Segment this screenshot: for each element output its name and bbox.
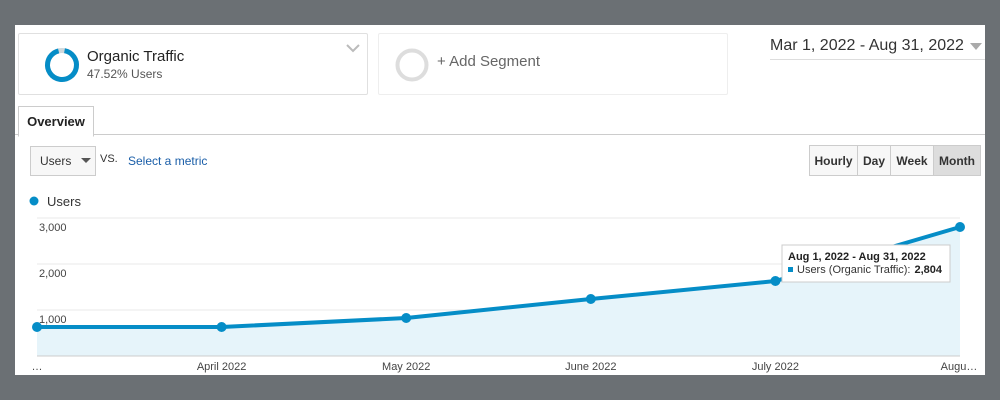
metric-text: Users [40,154,72,168]
x-tick-label: July 2022 [752,361,799,373]
legend-label: Users [47,194,81,209]
x-tick-label: June 2022 [565,361,616,373]
add-segment: + Add Segment [437,53,540,70]
point [401,313,412,324]
granularity-button[interactable]: Week [891,145,934,176]
tooltip-box [781,244,951,283]
segment-name: Organic Traffic [87,48,185,65]
tooltip-label: Users (Organic Traffic): [797,264,911,276]
area [37,227,960,356]
y-tick-label: 1,000 [39,314,67,326]
tooltip-value: 2,804 [915,264,943,276]
add-segment-ring [395,48,429,82]
point [955,222,965,233]
metric-dropdown[interactable]: Users [30,146,96,176]
vs-label: VS. [100,153,118,165]
granularity-group: Hourly Day Week Month [809,145,981,176]
tab-rule [15,134,985,135]
x-tick-label: … [32,361,43,373]
legend-dot [29,196,39,206]
date-arrow [970,43,982,50]
tooltip-title: Aug 1, 2022 - Aug 31, 2022 [788,251,926,263]
x-tick-label: Augu… [941,361,978,373]
date-range[interactable]: Mar 1, 2022 - Aug 31, 2022 [770,37,985,60]
point [216,322,227,333]
segment-card[interactable]: Organic Traffic 47.52% Users [18,33,368,95]
point [32,322,42,333]
x-tick-label: May 2022 [382,361,430,373]
metric-arrow [81,158,92,163]
y-tick-label: 2,000 [39,268,67,280]
add-segment-card[interactable]: + Add Segment [378,33,728,95]
segment-detail: 47.52% Users [87,67,163,81]
tooltip-swatch [788,267,793,272]
granularity-button[interactable]: Hourly [809,145,858,176]
date-range-text: Mar 1, 2022 - Aug 31, 2022 [770,37,964,54]
tab[interactable]: Overview [18,106,94,137]
select-metric-link[interactable]: Select a metric [128,154,208,168]
granularity-button[interactable]: Day [858,145,891,176]
y-tick-label: 3,000 [39,222,67,234]
point [585,294,596,305]
granularity-button[interactable]: Month [934,145,981,176]
x-tick-label: April 2022 [197,361,247,373]
chevron [346,44,360,53]
point [770,276,781,287]
segment-donut [45,48,79,82]
